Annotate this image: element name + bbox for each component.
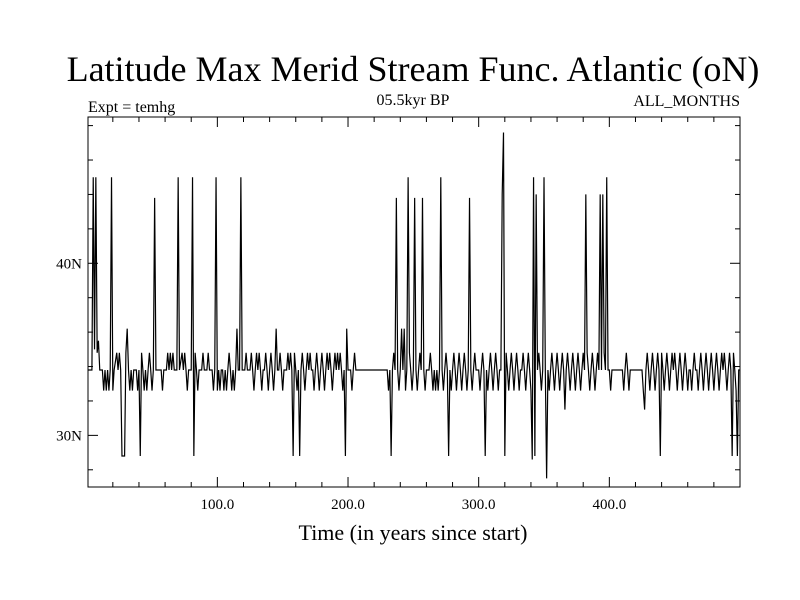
y-tick-label: 30N xyxy=(56,428,82,444)
plot-frame xyxy=(87,116,741,488)
series-line-0 xyxy=(88,132,740,479)
x-axis-label: Time (in years since start) xyxy=(299,520,528,545)
x-tick-label: 400.0 xyxy=(592,497,626,513)
x-tick-label: 100.0 xyxy=(200,497,234,513)
subtitle-months: ALL_MONTHS xyxy=(633,93,740,110)
plot-area xyxy=(88,132,740,479)
subtitle-period: 05.5kyr BP xyxy=(377,92,450,109)
subtitle-experiment: Expt = temhg xyxy=(88,99,175,116)
x-tick-label: 300.0 xyxy=(462,497,496,513)
chart-title: Latitude Max Merid Stream Func. Atlantic… xyxy=(67,49,760,89)
y-tick-label: 40N xyxy=(56,256,82,272)
x-tick-label: 200.0 xyxy=(331,497,365,513)
axis-ticks: 100.0 200.0 300.0 400.0 30N 40N xyxy=(56,117,740,513)
